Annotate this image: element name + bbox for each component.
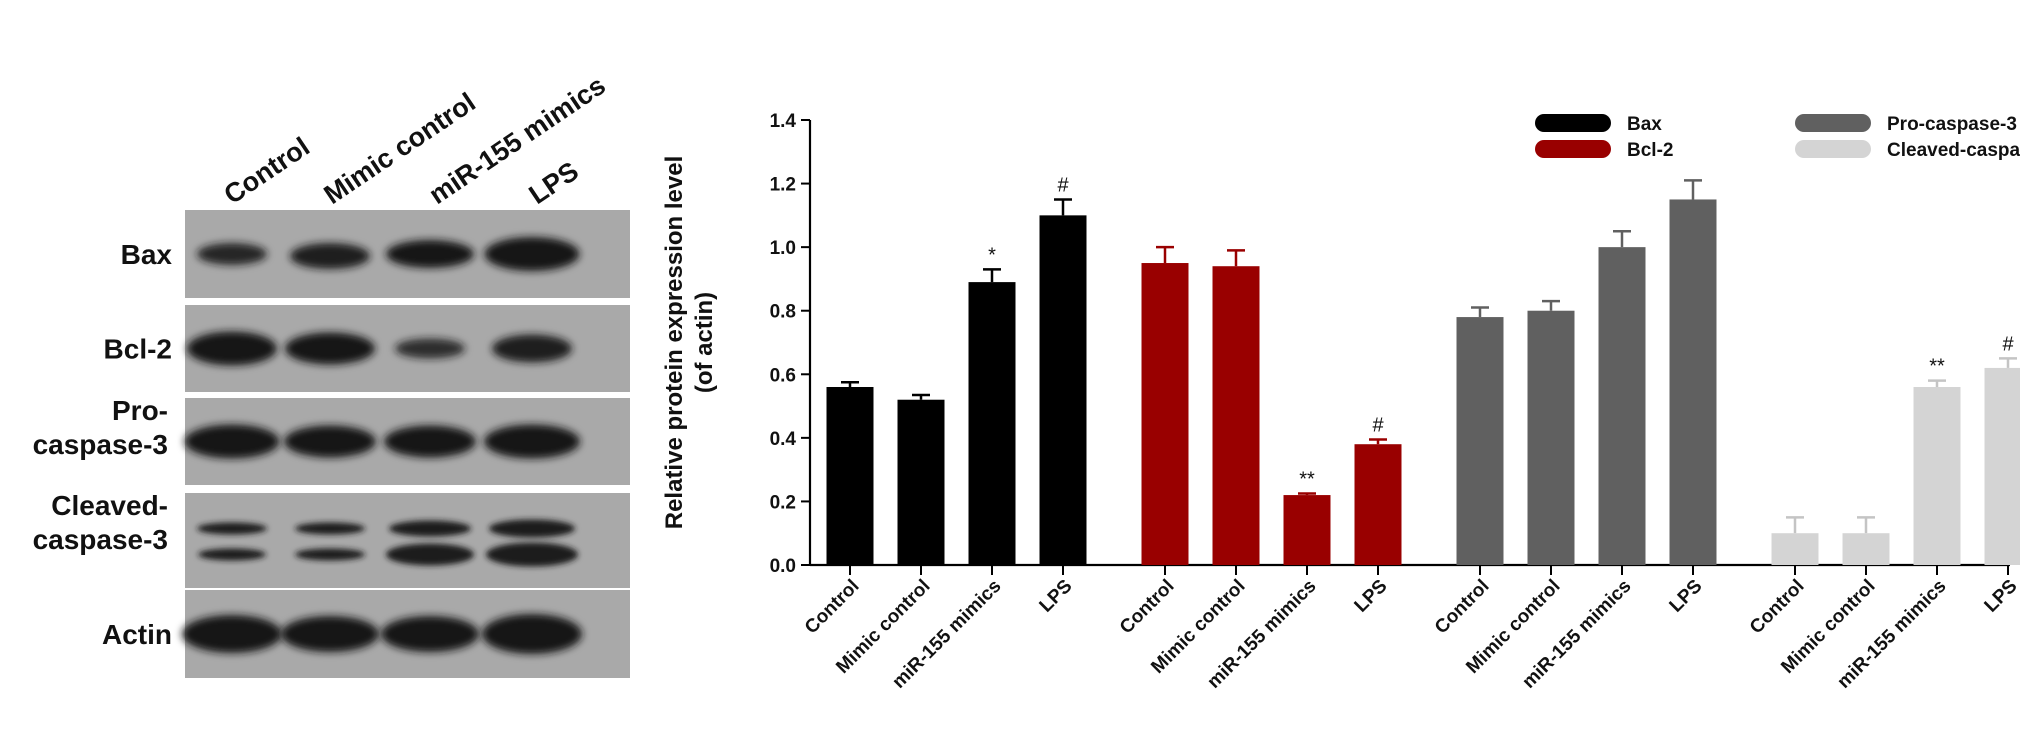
significance-mark: * bbox=[988, 244, 996, 266]
protein-band bbox=[197, 522, 267, 535]
y-tick-label: 0.0 bbox=[770, 556, 796, 577]
legend-label: Bax bbox=[1627, 114, 1662, 135]
x-tick-label: Control bbox=[1746, 576, 1809, 639]
protein-band bbox=[384, 425, 476, 458]
legend-swatch bbox=[1535, 114, 1611, 132]
bar bbox=[1527, 310, 1575, 565]
significance-mark: ** bbox=[1299, 468, 1315, 490]
protein-band bbox=[395, 338, 465, 359]
y-tick-label: 0.4 bbox=[770, 429, 797, 450]
lane-label: LPS bbox=[524, 156, 584, 210]
x-tick-label: LPS bbox=[1666, 576, 1707, 617]
bar-chart: 0.0 0.2 0.4 0.6 0.8 1.0 1.2 1.4 Relative protein… bbox=[661, 111, 2020, 693]
x-tick-label: Control bbox=[1431, 576, 1494, 639]
bar bbox=[1598, 247, 1646, 565]
significance-mark: # bbox=[1057, 174, 1069, 196]
y-axis-title-line: Relative protein expression level bbox=[661, 156, 688, 530]
y-tick-label: 0.2 bbox=[770, 492, 796, 513]
legend-swatch bbox=[1795, 114, 1871, 132]
protein-band bbox=[381, 616, 479, 652]
bar bbox=[1039, 215, 1087, 565]
blot-row-label: Bcl-2 bbox=[104, 334, 172, 365]
protein-band bbox=[489, 519, 575, 538]
lane-label: miR-155 mimics bbox=[424, 70, 611, 210]
legend-swatch bbox=[1795, 140, 1871, 158]
y-tick-label: 1.2 bbox=[770, 175, 796, 196]
protein-band bbox=[389, 520, 471, 537]
protein-band bbox=[198, 548, 266, 561]
protein-band bbox=[492, 334, 572, 363]
lane-label: Control bbox=[219, 131, 315, 210]
blot-row-label: caspase-3 bbox=[33, 524, 168, 555]
bar bbox=[1354, 444, 1402, 565]
y-axis-title: Relative protein expression level (of act… bbox=[661, 156, 718, 530]
protein-band bbox=[295, 548, 365, 561]
protein-band bbox=[184, 424, 280, 459]
protein-band bbox=[386, 240, 474, 268]
x-tick-label: LPS bbox=[1036, 576, 1077, 617]
bar bbox=[1283, 495, 1331, 565]
protein-band bbox=[484, 237, 580, 271]
bar bbox=[1141, 263, 1189, 565]
protein-band bbox=[284, 425, 376, 458]
y-tick-label: 1.0 bbox=[770, 238, 796, 259]
x-tick-label: Control bbox=[1116, 576, 1179, 639]
bar bbox=[1842, 533, 1890, 565]
significance-mark: ** bbox=[1929, 356, 1945, 378]
legend-label: Pro-caspase-3 bbox=[1887, 114, 2017, 135]
protein-band bbox=[197, 243, 267, 265]
bar bbox=[897, 399, 945, 565]
y-tick-label: 1.4 bbox=[770, 111, 797, 132]
blot-row-label: Pro- bbox=[112, 395, 168, 426]
protein-band bbox=[386, 543, 474, 566]
blot-strip bbox=[185, 493, 630, 588]
y-tick-label: 0.8 bbox=[770, 302, 796, 323]
significance-mark: # bbox=[2002, 333, 2014, 355]
protein-band bbox=[281, 616, 379, 652]
protein-band bbox=[482, 614, 582, 654]
significance-mark: # bbox=[1372, 414, 1384, 436]
bar bbox=[826, 387, 874, 565]
bar bbox=[1212, 266, 1260, 565]
protein-band bbox=[290, 243, 370, 269]
bar bbox=[1456, 317, 1504, 565]
blot-row-label: Actin bbox=[102, 619, 172, 650]
protein-band bbox=[486, 542, 578, 567]
legend-label: Bcl-2 bbox=[1627, 140, 1673, 161]
x-tick-label: LPS bbox=[1351, 576, 1392, 617]
x-tick-label: Control bbox=[801, 576, 864, 639]
bar bbox=[1984, 367, 2020, 565]
bar bbox=[968, 282, 1016, 565]
bar bbox=[1771, 533, 1819, 565]
x-tick-label: LPS bbox=[1981, 576, 2020, 617]
blot-row-label: Bax bbox=[121, 239, 173, 270]
protein-band bbox=[484, 424, 580, 459]
blot-row-label: Cleaved- bbox=[51, 490, 168, 521]
y-axis-title-line: (of actin) bbox=[691, 292, 718, 393]
legend-swatch bbox=[1535, 140, 1611, 158]
y-tick-label: 0.6 bbox=[770, 365, 796, 386]
legend-label: Cleaved-caspase-3 bbox=[1887, 140, 2020, 161]
protein-band bbox=[182, 615, 282, 653]
blot-row-label: caspase-3 bbox=[33, 429, 168, 460]
bar bbox=[1913, 387, 1961, 565]
protein-band bbox=[187, 331, 277, 366]
protein-band bbox=[285, 332, 375, 365]
bar bbox=[1669, 199, 1717, 565]
protein-band bbox=[295, 522, 365, 535]
